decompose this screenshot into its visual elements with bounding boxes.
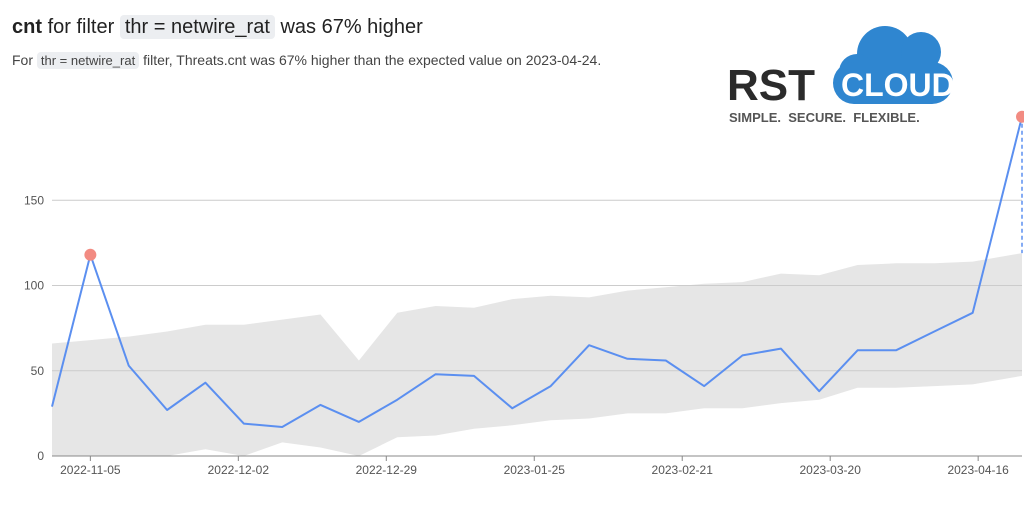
change-text: was 67% higher — [280, 16, 423, 38]
x-tick-label: 2022-12-02 — [208, 463, 270, 477]
y-tick-label: 50 — [31, 364, 45, 378]
subtitle-suffix: filter, Threats.cnt was 67% higher than … — [143, 52, 602, 68]
filter-pill: thr = netwire_rat — [119, 15, 275, 39]
logo-tagline: SIMPLE. SECURE. FLEXIBLE. — [729, 110, 920, 125]
x-tick-label: 2023-03-20 — [799, 463, 861, 477]
x-tick-label: 2023-01-25 — [504, 463, 566, 477]
chart-subtitle: For thr = netwire_rat filter, Threats.cn… — [12, 52, 602, 69]
subtitle-filter-pill: thr = netwire_rat — [36, 52, 140, 69]
chart-headline: cnt for filter thr = netwire_rat was 67%… — [12, 15, 423, 39]
x-tick-label: 2022-12-29 — [356, 463, 418, 477]
x-tick-label: 2023-02-21 — [652, 463, 714, 477]
series-line — [51, 116, 1023, 428]
for-filter-text: for filter — [47, 16, 115, 38]
metric-name: cnt — [12, 16, 42, 38]
x-tick-label: 2022-11-05 — [60, 463, 121, 477]
logo-rst-text: RST — [727, 61, 815, 110]
anomaly-point — [84, 248, 97, 261]
cloud-icon — [833, 26, 953, 104]
rst-cloud-logo: RST CLOUD SIMPLE. SECURE. FLEXIBLE. — [727, 26, 955, 125]
y-tick-label: 100 — [24, 279, 44, 293]
x-tick-label: 2023-04-16 — [947, 463, 1009, 477]
y-tick-label: 150 — [24, 193, 44, 207]
expected-range-band — [52, 253, 1022, 456]
subtitle-prefix: For — [12, 52, 33, 68]
anomaly-point — [1016, 110, 1024, 123]
logo-cloud-text: CLOUD — [841, 67, 955, 103]
y-tick-label: 0 — [37, 449, 44, 463]
